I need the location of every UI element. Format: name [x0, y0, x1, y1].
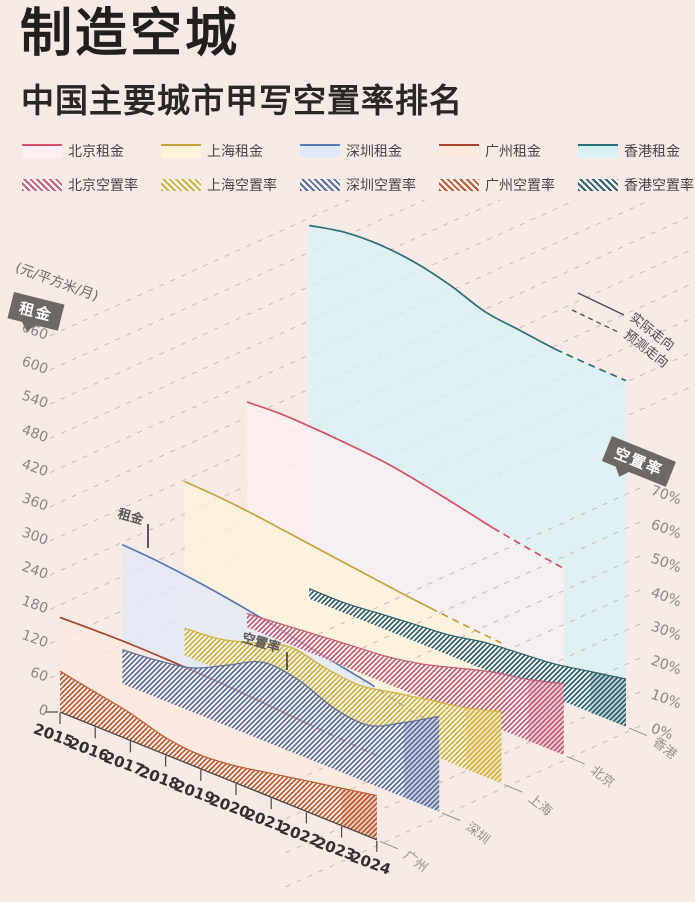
legend-swatch	[22, 144, 62, 158]
legend-item-vacancy-3: 广州空置率	[439, 175, 578, 195]
legend-item-vacancy-2: 深圳空置率	[300, 175, 439, 195]
lane-end-line-shenzhen	[441, 812, 461, 821]
legend-swatch	[22, 179, 62, 191]
rent-tick-label: 420	[20, 456, 51, 480]
vacancy-tick-label: 40%	[649, 585, 684, 611]
legend-vacancy-row: 北京空置率 上海空置率 深圳空置率 广州空置率 香港空置率	[22, 175, 695, 195]
legend-label: 广州租金	[485, 144, 541, 160]
lane-end-line-beijing	[566, 755, 585, 765]
legend-item-rent-3: 广州租金	[439, 141, 578, 161]
legend-item-vacancy-0: 北京空置率	[22, 175, 161, 195]
legend-item-rent-4: 香港租金	[578, 141, 695, 161]
rent-tick-label: 300	[20, 525, 51, 549]
legend-label: 北京租金	[68, 144, 124, 160]
lane-end-line-shanghai	[504, 784, 523, 793]
rent-tick-label: 120	[20, 627, 51, 651]
legend-item-vacancy-4: 香港空置率	[578, 175, 695, 195]
legend-item-rent-1: 上海租金	[161, 141, 300, 161]
vacancy-curve-callout-tick	[286, 652, 288, 670]
rent-axis-ticks: 060120180240300360420480540600660	[20, 319, 51, 719]
lane-end-line-guangzhou	[379, 840, 398, 850]
rent-line-shanghai	[184, 480, 502, 644]
city-label-guangzhou: 广州	[400, 848, 430, 876]
rent-tick-label: 540	[20, 388, 51, 412]
year-label: 2024	[348, 848, 393, 879]
legend-label: 北京空置率	[68, 178, 138, 194]
legend-item-vacancy-1: 上海空置率	[161, 175, 300, 195]
rent-tick-label: 600	[20, 354, 51, 378]
legend-rent-row: 北京租金 上海租金 深圳租金 广州租金 香港租金	[22, 141, 695, 161]
rent-tick-label: 360	[20, 490, 51, 514]
page-subtitle: 中国主要城市甲写空置率排名	[21, 84, 463, 120]
page-title: 制造空城	[20, 6, 241, 63]
city-label-beijing: 北京	[587, 763, 617, 791]
vacancy-tick-label: 0%	[649, 721, 675, 744]
vacancy-tick-label: 60%	[649, 517, 684, 543]
legend-swatch	[578, 179, 618, 191]
legend-label: 深圳租金	[346, 144, 402, 160]
legend-item-rent-2: 深圳租金	[300, 141, 439, 161]
legend-label: 上海租金	[207, 144, 263, 160]
legend-label: 深圳空置率	[346, 178, 416, 194]
legend-item-rent-0: 北京租金	[22, 141, 161, 161]
vacancy-tick-label: 20%	[649, 653, 684, 679]
legend-swatch	[161, 144, 201, 158]
rent-tick-label: 180	[20, 593, 51, 617]
legend-label: 上海空置率	[207, 178, 277, 194]
legend-label: 广州空置率	[485, 178, 555, 194]
rent-tick-label: 480	[20, 422, 51, 446]
vacancy-tick-label: 30%	[649, 619, 684, 645]
rent-tick-label: 0	[36, 702, 50, 720]
vacancy-ribbon-guangzhou	[59, 670, 377, 840]
rent-curve-callout-tick	[147, 524, 149, 548]
city-label-shenzhen: 深圳	[463, 820, 493, 848]
rent-tick-label: 60	[28, 664, 50, 685]
legend-swatch	[439, 179, 479, 191]
vacancy-ribbon-shenzhen	[122, 649, 440, 812]
legend-label: 香港空置率	[624, 178, 694, 194]
vacancy-axis-ticks: 0%10%20%30%40%50%60%70%	[649, 483, 684, 744]
isometric-chart: 2015201620172018201920202021202220232024…	[20, 200, 695, 890]
vacancy-tick-label: 10%	[649, 687, 684, 713]
legend-swatch	[578, 144, 618, 158]
legend-swatch	[439, 144, 479, 158]
rent-line-hongkong	[309, 224, 627, 382]
rent-tick-label: 240	[20, 559, 51, 583]
legend-swatch	[300, 144, 340, 158]
trend-actual-line	[577, 292, 625, 316]
lane-end-line-hongkong	[628, 727, 648, 737]
vacancy-tick-label: 50%	[649, 551, 684, 577]
legend-swatch	[300, 179, 340, 191]
legend-label: 香港租金	[624, 144, 680, 160]
legend-swatch	[161, 179, 201, 191]
city-label-shanghai: 上海	[525, 792, 555, 820]
legend: 北京租金 上海租金 深圳租金 广州租金 香港租金 北京空置率 上海空置率 深圳空置率 广州空置…	[0, 141, 695, 209]
rent-line-beijing	[246, 401, 565, 570]
